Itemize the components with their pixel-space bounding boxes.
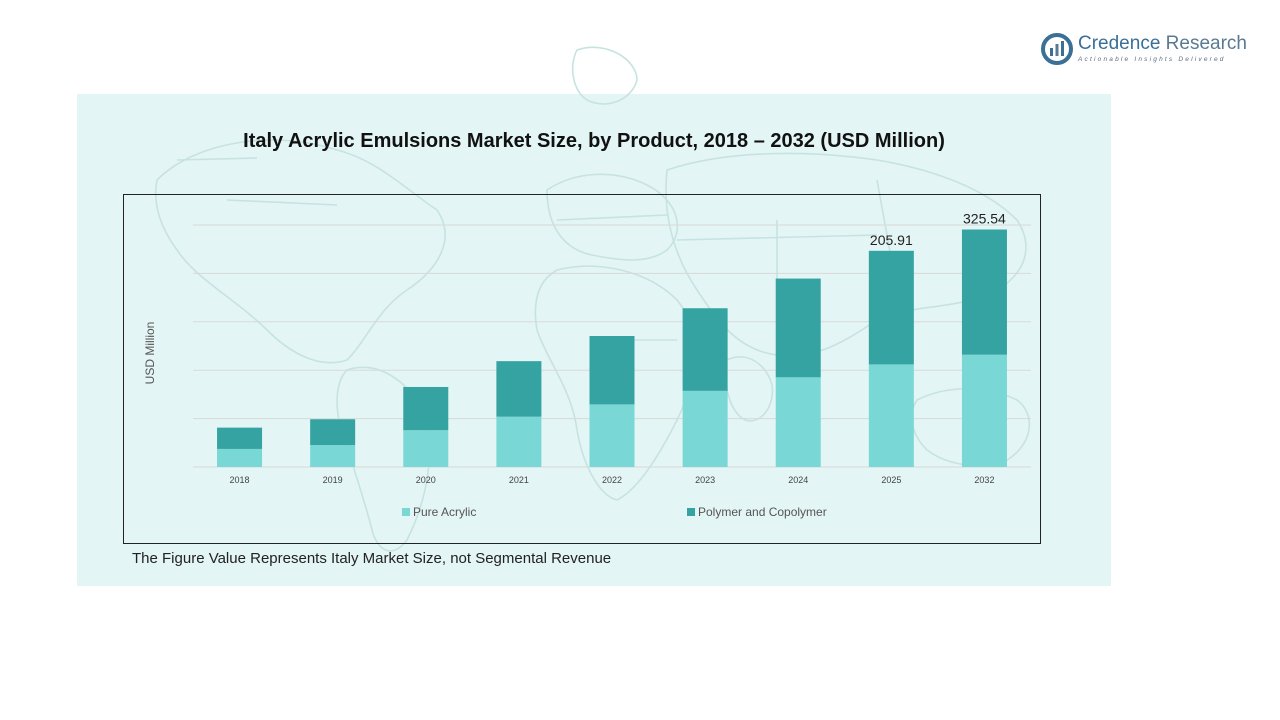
bar-segment xyxy=(310,445,356,467)
legend: Pure Acrylic Polymer and Copolymer xyxy=(402,505,827,519)
x-tick-label: 2018 xyxy=(230,475,250,485)
bar-segment xyxy=(961,229,1007,355)
bar-segment xyxy=(682,390,728,467)
x-tick-label: 2024 xyxy=(788,475,808,485)
chart-title: Italy Acrylic Emulsions Market Size, by … xyxy=(243,130,945,152)
bar-segment xyxy=(310,419,356,446)
bar-segment xyxy=(217,448,263,467)
bar-segment xyxy=(496,416,542,467)
bar-segment xyxy=(217,427,263,449)
bar-segment xyxy=(682,308,728,391)
x-tick-label: 2020 xyxy=(416,475,436,485)
brand-name-main: Credence xyxy=(1078,33,1161,54)
bar-segment xyxy=(961,354,1007,467)
x-tick-labels: 2018 2019 2020 2021 2022 2023 2024 2025 2032 xyxy=(230,475,995,485)
footnote: The Figure Value Represents Italy Market… xyxy=(132,550,612,567)
x-tick-label: 2022 xyxy=(602,475,622,485)
x-tick-label: 2032 xyxy=(974,475,994,485)
bar-segment xyxy=(868,364,914,467)
legend-swatch xyxy=(402,508,410,516)
x-tick-label: 2019 xyxy=(323,475,343,485)
x-tick-label: 2021 xyxy=(509,475,529,485)
bar-segment xyxy=(775,278,821,378)
bar-segment xyxy=(589,335,635,405)
data-label: 205.91 xyxy=(870,232,913,248)
legend-swatch xyxy=(687,508,695,516)
x-tick-label: 2025 xyxy=(881,475,901,485)
stacked-bar-chart: 205.91 325.54 2018 2019 2020 2021 2022 2023 202… xyxy=(143,211,1031,519)
brand-tagline: Actionable Insights Delivered xyxy=(1078,56,1226,63)
bars xyxy=(217,229,1007,467)
credence-research-logo-icon xyxy=(1041,33,1073,65)
bar-segment xyxy=(403,430,449,467)
legend-label: Polymer and Copolymer xyxy=(698,505,827,519)
bar-segment xyxy=(775,377,821,467)
legend-label: Pure Acrylic xyxy=(413,505,476,519)
brand-logo: Credence Research Actionable Insights De… xyxy=(1040,30,1260,70)
data-labels: 205.91 325.54 xyxy=(870,211,1006,248)
x-tick-label: 2023 xyxy=(695,475,715,485)
data-label: 325.54 xyxy=(963,211,1006,227)
brand-name-rest: Research xyxy=(1160,33,1247,54)
bar-segment xyxy=(868,250,914,365)
bar-segment xyxy=(589,404,635,467)
bar-segment xyxy=(403,386,449,431)
y-axis-label: USD Million xyxy=(143,322,157,385)
brand-name: Credence Research xyxy=(1078,33,1247,55)
chart-frame xyxy=(123,194,1041,544)
bar-segment xyxy=(496,361,542,417)
